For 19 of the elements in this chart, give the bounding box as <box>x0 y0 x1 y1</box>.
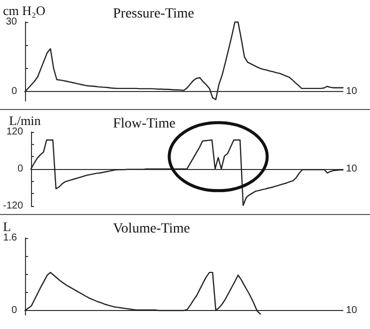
y-tick-label: 1.6 <box>3 232 18 244</box>
text: 10 <box>346 86 358 98</box>
line-series <box>24 272 261 315</box>
chart-title: Volume-Time <box>113 222 190 236</box>
text: 10 <box>346 164 358 174</box>
y-tick-label: 0 <box>11 304 18 316</box>
y-axis-title: L <box>3 219 11 234</box>
text: 10 <box>346 304 358 316</box>
y-tick-label: 0 <box>11 86 18 98</box>
y-axis-title: cm H₂O <box>3 3 46 18</box>
line-series <box>30 139 344 206</box>
chart-title: Pressure-Time <box>113 6 194 22</box>
line-series <box>24 21 344 100</box>
y-tick-label: 0 <box>17 164 24 174</box>
y-tick-label: 30 <box>6 16 18 28</box>
chart-title: Flow-Time <box>113 116 176 132</box>
y-tick-label: 120 <box>6 126 24 138</box>
y-tick-label: -120 <box>3 200 24 212</box>
y-axis-title: L/min <box>9 113 42 128</box>
